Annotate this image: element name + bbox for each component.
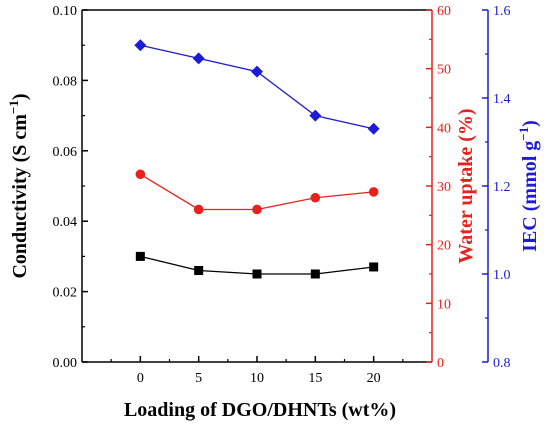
conductivity-point xyxy=(252,269,262,279)
water-uptake-tick-label: 40 xyxy=(437,121,451,136)
left-tick-label: 0.00 xyxy=(53,356,78,371)
iec-axis-title-sup: −1 xyxy=(516,127,531,141)
water-uptake-tick-label: 60 xyxy=(437,4,451,19)
iec-point xyxy=(367,122,380,135)
right1-series-line xyxy=(139,173,374,211)
water-uptake-tick-label: 0 xyxy=(437,356,444,371)
left-tick-label: 0.06 xyxy=(53,145,78,160)
water-uptake-point xyxy=(252,204,262,215)
iec-point xyxy=(309,109,322,122)
iec-axis-title-close: ) xyxy=(519,120,541,127)
iec-tick-label: 1.6 xyxy=(493,4,511,19)
conductivity-point xyxy=(135,251,145,261)
water-uptake-tick-label: 20 xyxy=(437,239,451,254)
water-uptake-point xyxy=(193,204,204,215)
conductivity-axis: 0.00 0.02 0.04 0.06 0.08 0.10 Conductivity (S … xyxy=(6,4,88,371)
x-tick-label: 15 xyxy=(308,371,322,386)
iec-point xyxy=(192,52,205,65)
x-axis: 0 5 10 15 20 Loading of DGO/DHNTs (wt%) xyxy=(110,356,404,421)
water-uptake-point xyxy=(368,187,379,197)
water-uptake-axis-title: Water uptake (%) xyxy=(455,108,477,263)
x-tick-label: 20 xyxy=(367,371,381,386)
left-axis-title-close: ) xyxy=(9,93,31,100)
iec-axis-title: IEC (mmol g−1) xyxy=(516,120,541,252)
right2-series-line xyxy=(140,44,374,130)
water-uptake-point xyxy=(135,169,146,180)
x-tick-label: 10 xyxy=(250,371,264,386)
water-uptake-tick-label: 30 xyxy=(437,180,451,195)
conductivity-point xyxy=(310,269,320,279)
x-tick-label: 0 xyxy=(137,371,144,386)
series-group xyxy=(134,39,380,279)
water-uptake-tick-label: 50 xyxy=(437,63,451,78)
conductivity-point xyxy=(369,262,379,272)
left-axis-title-sup: −1 xyxy=(6,100,21,114)
iec-axis: 0.8 1.0 1.2 1.4 1.6 IEC (mmol g−1) xyxy=(482,4,541,371)
iec-point xyxy=(134,39,147,52)
left-tick-label: 0.02 xyxy=(53,286,78,301)
x-axis-title: Loading of DGO/DHNTs (wt%) xyxy=(124,399,396,421)
x-tick-label: 5 xyxy=(195,371,202,386)
plot-frame xyxy=(81,9,432,363)
iec-tick-label: 1.4 xyxy=(493,92,511,107)
left-tick-label: 0.10 xyxy=(53,4,78,19)
iec-tick-label: 0.8 xyxy=(493,356,511,371)
iec-point xyxy=(251,65,263,78)
water-uptake-point xyxy=(310,192,321,203)
left-tick-label: 0.04 xyxy=(53,215,78,230)
water-uptake-axis: 0 10 20 30 40 50 60 Water uptake (%) xyxy=(426,4,477,371)
iec-tick-label: 1.0 xyxy=(493,268,511,283)
left-axis-title: Conductivity (S cm−1) xyxy=(6,93,31,278)
water-uptake-tick-label: 10 xyxy=(437,297,451,312)
conductivity-point xyxy=(194,265,204,275)
iec-tick-label: 1.2 xyxy=(493,180,511,195)
left-tick-label: 0.08 xyxy=(53,74,78,89)
